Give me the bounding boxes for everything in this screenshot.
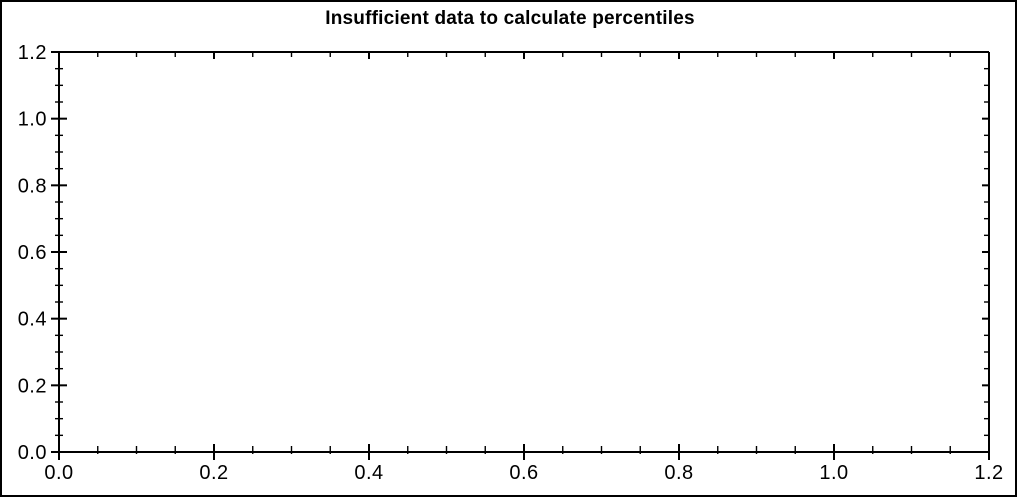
x-tick-label: 1.2	[974, 462, 1003, 484]
y-axis: 0.0 0.2 0.4 0.6 0.8 1.0 1.2	[18, 42, 989, 464]
x-tick-label: 0.4	[354, 462, 383, 484]
y-tick-label: 1.0	[18, 109, 47, 131]
y-tick-label: 0.6	[18, 242, 47, 264]
y-tick-label: 1.2	[18, 42, 47, 64]
y-tick-label: 0.4	[18, 309, 47, 331]
y-tick-label: 0.0	[18, 442, 47, 464]
plot-frame	[58, 51, 990, 453]
y-tick-label: 0.2	[18, 375, 47, 397]
x-tick-label: 0.6	[509, 462, 538, 484]
y-tick-label: 0.8	[18, 175, 47, 197]
x-tick-label: 0.2	[199, 462, 228, 484]
chart-title: Insufficient data to calculate percentil…	[325, 8, 695, 29]
x-tick-label: 1.0	[819, 462, 848, 484]
x-tick-label: 0.0	[44, 462, 73, 484]
x-axis: 0.0 0.2 0.4 0.6 0.8 1.0 1.2	[44, 52, 1003, 484]
x-tick-label: 0.8	[664, 462, 693, 484]
